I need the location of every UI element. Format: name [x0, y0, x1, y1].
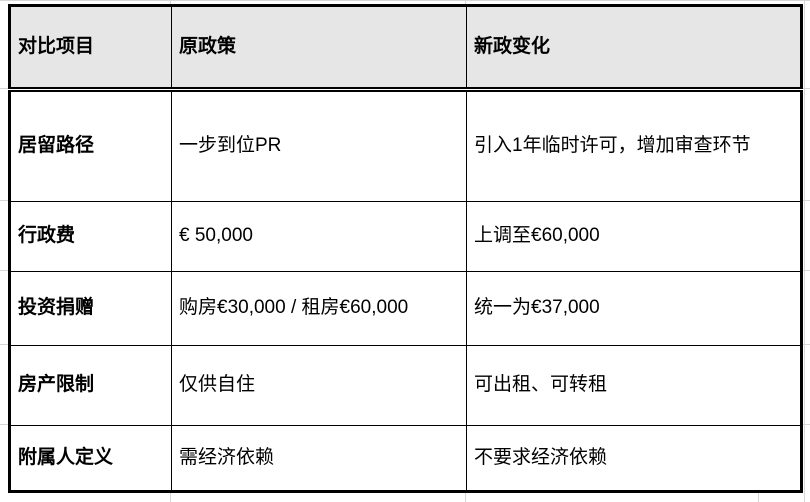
cell-item: 房产限制 [9, 345, 172, 426]
gridline-stub [170, 0, 171, 4]
gridline-top [0, 0, 810, 1]
gridline-stub [801, 200, 810, 201]
gridline-stub [758, 491, 759, 502]
table-row-dependent-definition: 附属人定义 需经济依赖 不要求经济依赖 [9, 425, 802, 492]
cell-old-policy: 一步到位PR [171, 89, 467, 202]
header-cell-item: 对比项目 [9, 5, 172, 92]
gridline-stub [0, 344, 8, 345]
cell-new-policy: 统一为€37,000 [466, 271, 802, 346]
cell-item: 附属人定义 [9, 425, 172, 492]
table-row-investment-donation: 投资捐赠 购房€30,000 / 租房€60,000 统一为€37,000 [9, 271, 802, 346]
header-cell-new-policy: 新政变化 [466, 5, 802, 92]
gridline-stub [801, 270, 810, 271]
gridline-stub [465, 491, 466, 502]
cell-old-policy: 需经济依赖 [171, 425, 467, 492]
cell-old-policy: € 50,000 [171, 201, 467, 272]
cell-item: 行政费 [9, 201, 172, 272]
table-row-residence-path: 居留路径 一步到位PR 引入1年临时许可，增加审查环节 [9, 89, 802, 202]
gridline-stub [170, 491, 171, 502]
gridline-stub [0, 88, 8, 89]
gridline-stub [0, 424, 8, 425]
cell-new-policy: 上调至€60,000 [466, 201, 802, 272]
policy-comparison-table: 对比项目 原政策 新政变化 居留路径 一步到位PR 引入1年临时许可，增加审查环… [8, 4, 803, 493]
gridline-stub [0, 270, 8, 271]
table-row-property-restriction: 房产限制 仅供自住 可出租、可转租 [9, 345, 802, 426]
cell-item: 居留路径 [9, 89, 172, 202]
cell-item: 投资捐赠 [9, 271, 172, 346]
gridline-stub [465, 0, 466, 4]
gridline-stub [801, 88, 810, 89]
gridline-stub [0, 200, 8, 201]
header-row: 对比项目 原政策 新政变化 [9, 5, 802, 92]
cell-new-policy: 不要求经济依赖 [466, 425, 802, 492]
gridline-right [804, 0, 805, 502]
table-row-admin-fee: 行政费 € 50,000 上调至€60,000 [9, 201, 802, 272]
cell-old-policy: 仅供自住 [171, 345, 467, 426]
gridline-stub [801, 424, 810, 425]
cell-new-policy: 可出租、可转租 [466, 345, 802, 426]
header-cell-old-policy: 原政策 [171, 5, 467, 92]
cell-new-policy: 引入1年临时许可，增加审查环节 [466, 89, 802, 202]
cell-old-policy: 购房€30,000 / 租房€60,000 [171, 271, 467, 346]
gridline-stub [801, 344, 810, 345]
